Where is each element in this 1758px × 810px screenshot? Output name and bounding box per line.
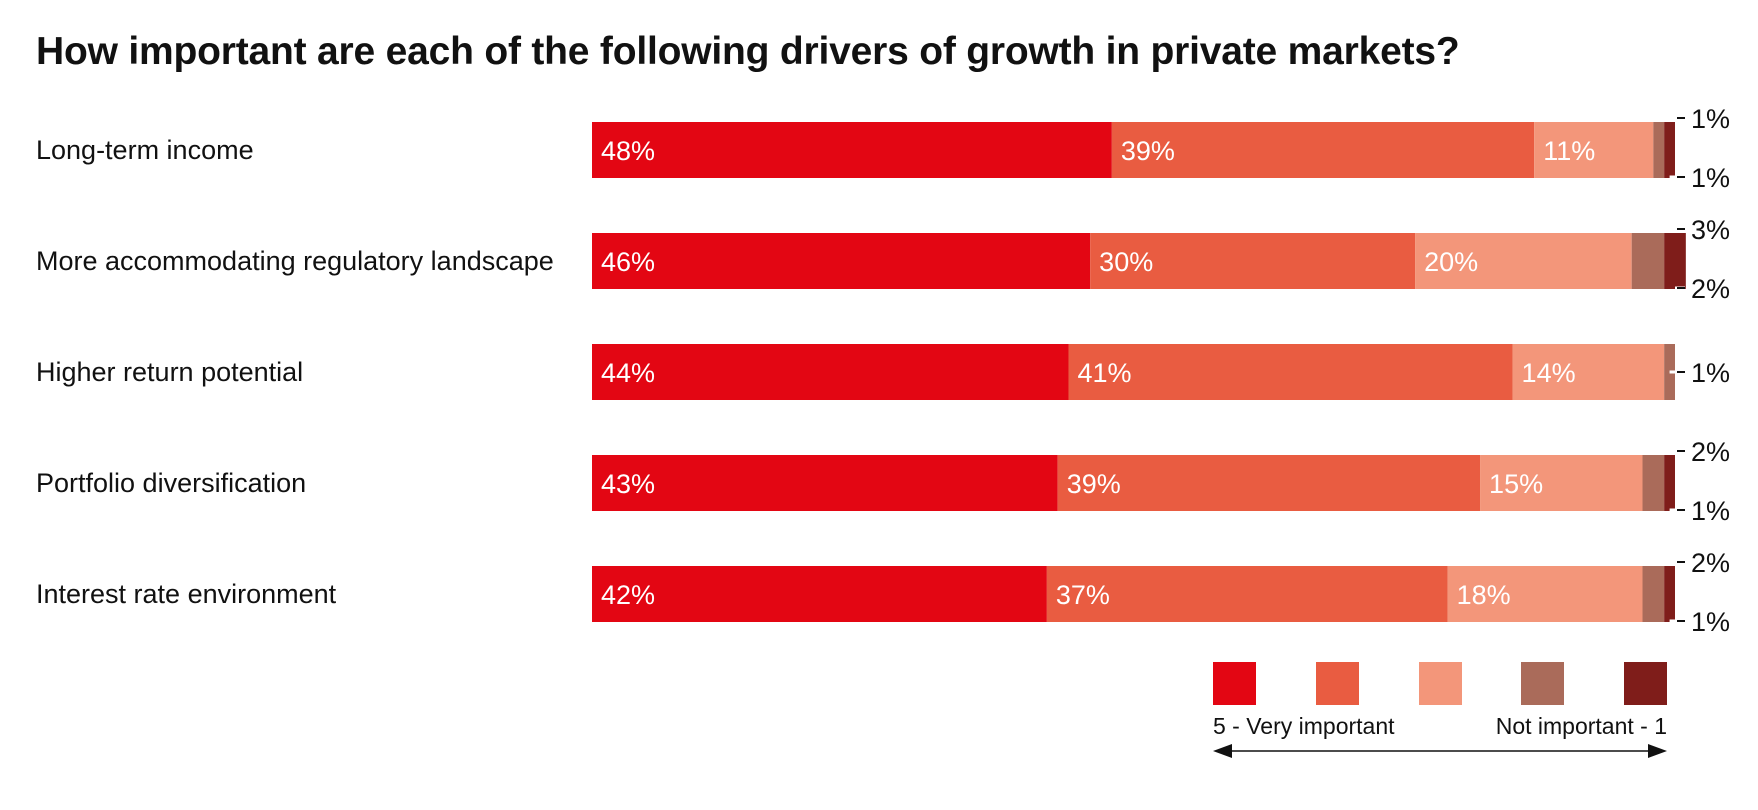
bar-segment (1653, 122, 1665, 178)
data-label: 41% (1078, 358, 1132, 388)
bar-segment (1111, 122, 1535, 178)
data-label: 39% (1067, 469, 1121, 499)
bar-segment (1512, 344, 1665, 400)
callout-label: 3% (1691, 215, 1730, 245)
bar-segment (1068, 344, 1513, 400)
bar-segment (592, 233, 1091, 289)
bar-segment (1664, 455, 1675, 511)
callout-label: 2% (1691, 548, 1730, 578)
legend-arrow-right-head (1648, 744, 1667, 758)
legend-swatch (1521, 662, 1564, 705)
data-label: 37% (1056, 580, 1110, 610)
chart-title: How important are each of the following … (36, 30, 1460, 73)
bar-segment (1415, 233, 1632, 289)
bar-segment (592, 455, 1058, 511)
data-label: 46% (601, 247, 655, 277)
category-label: Interest rate environment (36, 579, 337, 609)
data-label: 18% (1457, 580, 1511, 610)
data-label: 39% (1121, 136, 1175, 166)
legend-swatch (1419, 662, 1462, 705)
bar-segment (592, 122, 1112, 178)
bar-segment (1534, 122, 1654, 178)
bar-segment (1642, 566, 1665, 622)
bar-segment (1447, 566, 1643, 622)
callout-label: 2% (1691, 437, 1730, 467)
bar-segment (1631, 233, 1665, 289)
callout-label: 1% (1691, 496, 1730, 526)
callout-label: 1% (1691, 163, 1730, 193)
legend-swatch (1624, 662, 1667, 705)
bar-segment (1664, 233, 1686, 289)
bar-segment (1664, 122, 1675, 178)
bar-segment (592, 344, 1069, 400)
bar-segment (592, 566, 1047, 622)
category-label: Portfolio diversification (36, 468, 306, 498)
category-label: More accommodating regulatory landscape (36, 246, 554, 276)
callout-label: 1% (1691, 607, 1730, 637)
data-label: 14% (1522, 358, 1576, 388)
bar-segment (1057, 455, 1481, 511)
data-label: 42% (601, 580, 655, 610)
legend-swatch (1213, 662, 1256, 705)
data-label: 44% (601, 358, 655, 388)
callout-label: 1% (1691, 358, 1730, 388)
legend-left-label: 5 - Very important (1213, 713, 1395, 739)
callout-label: 2% (1691, 274, 1730, 304)
data-label: 30% (1099, 247, 1153, 277)
category-label: Long-term income (36, 135, 254, 165)
data-label: 20% (1424, 247, 1478, 277)
category-label: Higher return potential (36, 357, 303, 387)
bar-segment (1664, 566, 1675, 622)
data-label: 15% (1489, 469, 1543, 499)
legend-arrow-left-head (1213, 744, 1232, 758)
bar-segment (1046, 566, 1448, 622)
data-label: 11% (1543, 136, 1595, 166)
data-label: 48% (601, 136, 655, 166)
legend-right-label: Not important - 1 (1496, 713, 1667, 739)
legend-swatch (1316, 662, 1359, 705)
bar-segment (1480, 455, 1643, 511)
bar-segment (1642, 455, 1665, 511)
data-label: 43% (601, 469, 655, 499)
bar-segment (1090, 233, 1416, 289)
callout-label: 1% (1691, 104, 1730, 134)
